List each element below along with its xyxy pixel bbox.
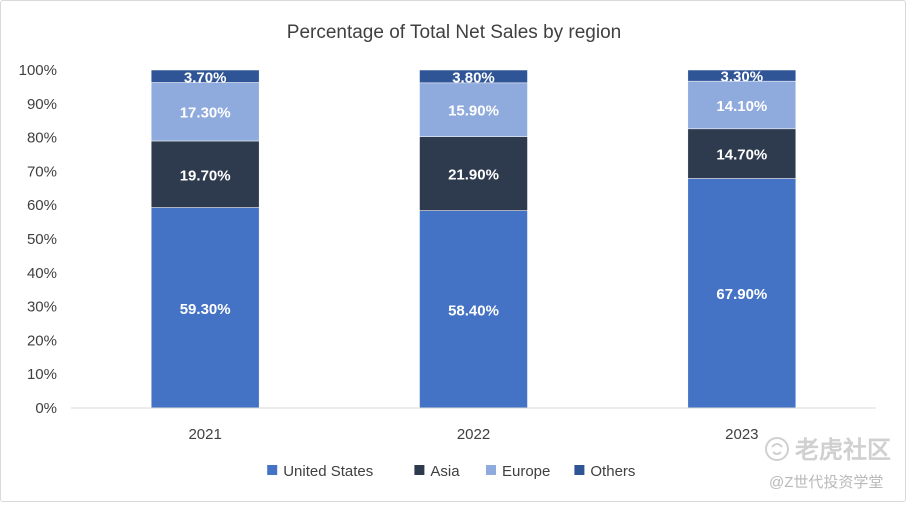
bars: 59.30% 19.70% 17.30% 3.70% 58.40% 21.90% 15.90… (150, 69, 797, 409)
legend-label: United States (283, 463, 373, 480)
y-tick-label: 70% (27, 163, 57, 180)
data-label: 59.30% (180, 301, 231, 318)
data-label: 21.90% (448, 167, 499, 184)
x-tick-label: 2023 (725, 426, 758, 443)
y-tick-label: 40% (27, 265, 57, 282)
legend-swatch (486, 465, 496, 475)
y-tick-label: 100% (19, 62, 57, 79)
data-label: 15.90% (448, 103, 499, 120)
watermark-line1: 老虎社区 (795, 436, 891, 464)
data-label: 3.80% (452, 69, 495, 86)
watermark-line2: @Z世代投资学堂 (769, 474, 883, 491)
x-tick-label: 2021 (188, 426, 221, 443)
legend-label: Others (590, 463, 635, 480)
bar-segment (150, 69, 260, 83)
bar-segment (687, 178, 797, 409)
legend-label: Europe (502, 463, 550, 480)
bar-segment (687, 128, 797, 179)
bar-segment (419, 136, 528, 211)
y-tick-label: 10% (27, 366, 57, 383)
data-label: 58.40% (448, 302, 499, 319)
legend: United States Asia Europe Others (267, 463, 635, 480)
bar-segment (419, 69, 528, 84)
y-tick-label: 30% (27, 299, 57, 316)
x-tick-label: 2022 (457, 426, 490, 443)
x-axis: 2021 2022 2023 (71, 407, 876, 443)
bar-segment (687, 69, 797, 82)
legend-swatch (267, 465, 278, 475)
y-tick-label: 80% (27, 130, 57, 147)
chart-title: Percentage of Total Net Sales by region (287, 22, 621, 43)
legend-label: Asia (430, 463, 460, 480)
legend-swatch (574, 465, 585, 475)
bar-segment (419, 82, 528, 137)
data-label: 19.70% (180, 167, 231, 184)
bar-segment (150, 207, 260, 409)
y-tick-label: 60% (27, 197, 57, 214)
bar-segment (687, 80, 797, 130)
data-label: 17.30% (180, 105, 231, 122)
y-tick-label: 20% (27, 332, 57, 349)
legend-swatch (414, 465, 425, 475)
y-tick-label: 90% (27, 96, 57, 113)
tiger-logo-icon (765, 437, 789, 461)
watermark: 老虎社区 @Z世代投资学堂 (765, 436, 891, 491)
y-axis: 0% 10% 20% 30% 40% 50% 60% 70% 80% 90% 100% (19, 62, 57, 417)
data-label: 14.10% (716, 98, 767, 115)
bar-segment (419, 210, 528, 409)
data-label: 14.70% (716, 147, 767, 164)
y-tick-label: 50% (27, 231, 57, 248)
data-label: 67.90% (716, 286, 767, 303)
data-label: 3.70% (184, 69, 227, 86)
bar-segment (150, 140, 260, 208)
data-label: 3.30% (721, 69, 764, 86)
y-tick-label: 0% (35, 400, 57, 417)
